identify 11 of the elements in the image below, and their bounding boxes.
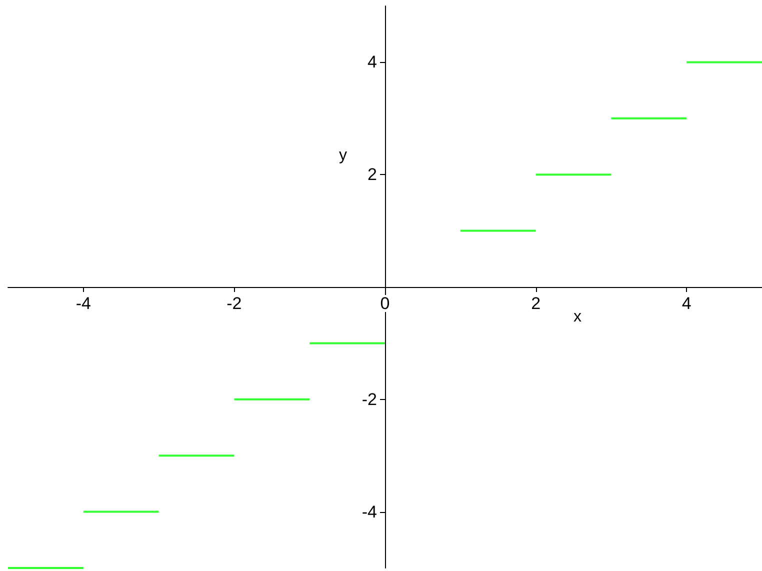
x-axis-title: x	[574, 308, 582, 326]
x-tick-label: -4	[76, 294, 91, 313]
x-tick-label: 2	[531, 294, 541, 313]
y-tick-label: 4	[368, 52, 377, 72]
y-tick-label: -4	[362, 502, 377, 522]
x-tick-label: -2	[226, 294, 242, 313]
x-tick-label: 4	[682, 294, 692, 313]
y-tick-label: 2	[368, 165, 377, 184]
y-axis-title: y	[339, 147, 347, 164]
x-tick-label: 0	[380, 294, 390, 313]
y-tick-label: -2	[362, 390, 377, 409]
